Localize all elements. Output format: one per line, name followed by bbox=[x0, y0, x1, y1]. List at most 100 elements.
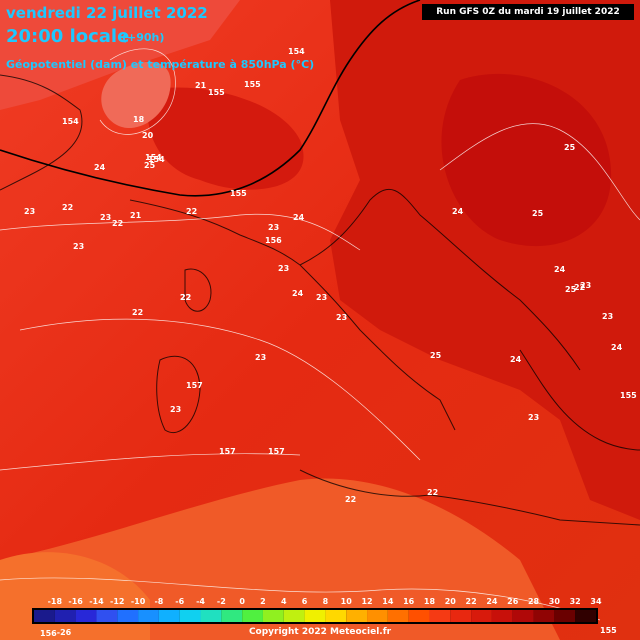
colorbar-label: 30 bbox=[549, 597, 561, 606]
contour-label: 23 bbox=[580, 281, 591, 290]
colorbar-swatch bbox=[54, 610, 76, 622]
contour-label: 23 bbox=[316, 293, 327, 302]
contour-label: 22 bbox=[180, 293, 191, 302]
contour-label: 24 bbox=[452, 207, 464, 216]
contour-label: 23 bbox=[24, 207, 35, 216]
contour-label: 155 bbox=[600, 626, 617, 635]
contours bbox=[0, 48, 640, 621]
contour-label: 156 bbox=[40, 629, 57, 638]
colorbar-swatch bbox=[408, 610, 430, 622]
contour-label: 154 bbox=[145, 153, 162, 162]
contour-label: 23 bbox=[336, 313, 347, 322]
front-line bbox=[0, 0, 421, 197]
contour-label: 24 bbox=[292, 289, 304, 298]
colorbar-swatch bbox=[179, 610, 201, 622]
colorbar-label: 18 bbox=[424, 597, 436, 606]
colorbar-swatch bbox=[512, 610, 534, 622]
colorbar-swatch bbox=[221, 610, 243, 622]
contour-label: 20 bbox=[142, 131, 154, 140]
contour-label: 25 bbox=[430, 351, 442, 360]
coastlines bbox=[0, 74, 640, 526]
colorbar-swatch bbox=[262, 610, 284, 622]
colorbar-label: 16 bbox=[403, 597, 415, 606]
colorbar-label: 22 bbox=[466, 597, 477, 606]
colorbar-label: 32 bbox=[570, 597, 581, 606]
lead-time: (+90h) bbox=[122, 31, 165, 44]
colorbar-label: 10 bbox=[341, 597, 353, 606]
colorbar-label: -10 bbox=[131, 597, 146, 606]
colorbar-swatch bbox=[96, 610, 118, 622]
temp-zone-cold-pool bbox=[101, 61, 171, 129]
contour-label: 22 bbox=[62, 203, 73, 212]
forecast-date: vendredi 22 juillet 2022 bbox=[6, 4, 208, 22]
colorbar-label: -8 bbox=[154, 597, 163, 606]
colorbar-swatch bbox=[283, 610, 305, 622]
copyright: Copyright 2022 Meteociel.fr bbox=[248, 627, 392, 637]
colorbar-label: 26 bbox=[507, 597, 519, 606]
contour-label: 157 bbox=[219, 447, 236, 456]
contour-label: 25 bbox=[565, 285, 577, 294]
colorbar-swatch bbox=[387, 610, 409, 622]
colorbar-swatch bbox=[325, 610, 347, 622]
contour-label: 18 bbox=[133, 115, 145, 124]
contour-label: 25 bbox=[564, 143, 576, 152]
parameter: Géopotentiel (dam) et température à 850h… bbox=[6, 58, 315, 71]
colorbar-label: -12 bbox=[110, 597, 124, 606]
colorbar-label: 14 bbox=[382, 597, 394, 606]
contour-label: 157 bbox=[186, 381, 203, 390]
contour-label: 24 bbox=[554, 265, 566, 274]
colorbar-label: 0 bbox=[239, 597, 245, 606]
contour-label: 23 bbox=[268, 223, 279, 232]
temp-zone bbox=[147, 87, 304, 190]
colorbar-label: 12 bbox=[361, 597, 372, 606]
contour-label: 156 bbox=[265, 236, 282, 245]
contour-label: 22 bbox=[132, 308, 143, 317]
colorbar-label: 4 bbox=[281, 597, 287, 606]
colorbar-swatch bbox=[554, 610, 576, 622]
contour-label: 23 bbox=[528, 413, 539, 422]
contour-label: 23 bbox=[170, 405, 181, 414]
colorbar-swatch bbox=[200, 610, 222, 622]
contour-label: 25 bbox=[532, 209, 544, 218]
contour-label: 22 bbox=[427, 488, 438, 497]
colorbar-swatch bbox=[575, 610, 596, 622]
contour-label: 157 bbox=[268, 447, 285, 456]
colorbar-swatch bbox=[429, 610, 451, 622]
colorbar-swatch bbox=[367, 610, 388, 622]
colorbar-label: -18 bbox=[48, 597, 63, 606]
contour-label: 154 bbox=[62, 117, 79, 126]
colorbar-label: -2 bbox=[217, 597, 226, 606]
colorbar-swatch bbox=[75, 610, 97, 622]
contour-label: 24 bbox=[510, 355, 522, 364]
contour-label: 23 bbox=[73, 242, 84, 251]
contour-label: 23 bbox=[100, 213, 111, 222]
contour-label: 155 bbox=[230, 189, 247, 198]
colorbar-swatch bbox=[158, 610, 180, 622]
colorbar-swatch bbox=[138, 610, 159, 622]
contour-label: 23 bbox=[255, 353, 266, 362]
contour-label: 22 bbox=[180, 293, 191, 302]
colorbar-swatch bbox=[242, 610, 263, 622]
colorbar-label: 28 bbox=[528, 597, 540, 606]
colorbar-label: 8 bbox=[323, 597, 329, 606]
colorbar-label: -14 bbox=[89, 597, 104, 606]
contour-label: 24 bbox=[94, 163, 106, 172]
run-info: Run GFS 0Z du mardi 19 juillet 2022 bbox=[422, 4, 634, 20]
colorbar-label: 34 bbox=[590, 597, 602, 606]
contour-label: 22 bbox=[186, 207, 197, 216]
forecast-time: 20:00 locale bbox=[6, 26, 130, 47]
contour-label: 155 bbox=[244, 80, 261, 89]
colorbar-swatch bbox=[117, 610, 139, 622]
contour-label: 21 bbox=[130, 211, 142, 220]
contour-label: 22 bbox=[574, 283, 585, 292]
colorbar-label: 24 bbox=[486, 597, 498, 606]
colorbar-label: 6 bbox=[302, 597, 308, 606]
contour-label: 24 bbox=[293, 213, 305, 222]
contour-label: 154 bbox=[148, 155, 165, 164]
colorbar-swatch bbox=[346, 610, 368, 622]
colorbar-label: -16 bbox=[68, 597, 83, 606]
colorbar-swatch bbox=[304, 610, 326, 622]
